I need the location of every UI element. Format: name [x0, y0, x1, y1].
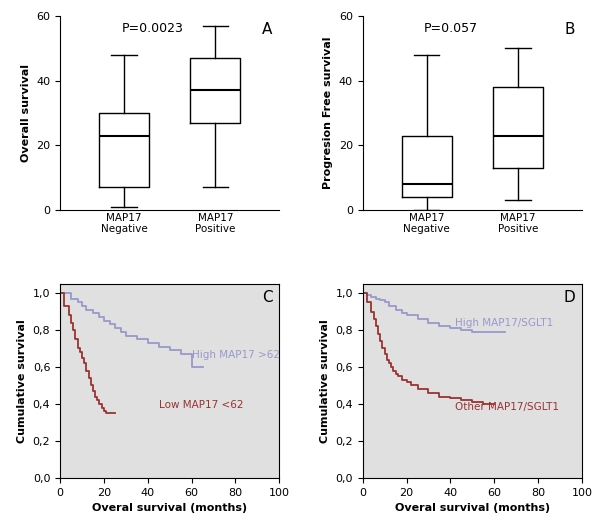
Text: A: A: [262, 22, 273, 37]
Text: D: D: [563, 289, 575, 305]
X-axis label: Overal survival (months): Overal survival (months): [92, 503, 247, 513]
Y-axis label: Cumulative survival: Cumulative survival: [320, 319, 330, 443]
Text: Low MAP17 <62: Low MAP17 <62: [158, 400, 243, 410]
X-axis label: Overal survival (months): Overal survival (months): [395, 503, 550, 513]
Text: High MAP17 >62: High MAP17 >62: [191, 349, 280, 359]
Text: C: C: [262, 289, 273, 305]
Y-axis label: Cumulative survival: Cumulative survival: [17, 319, 27, 443]
Text: Other MAP17/SGLT1: Other MAP17/SGLT1: [455, 402, 559, 412]
Text: P=0.0023: P=0.0023: [121, 22, 183, 35]
Y-axis label: Progresion Free survival: Progresion Free survival: [323, 37, 333, 189]
Text: P=0.057: P=0.057: [424, 22, 478, 35]
Text: B: B: [565, 22, 575, 37]
Text: High MAP17/SGLT1: High MAP17/SGLT1: [455, 319, 553, 329]
Y-axis label: Overall survival: Overall survival: [20, 64, 31, 162]
